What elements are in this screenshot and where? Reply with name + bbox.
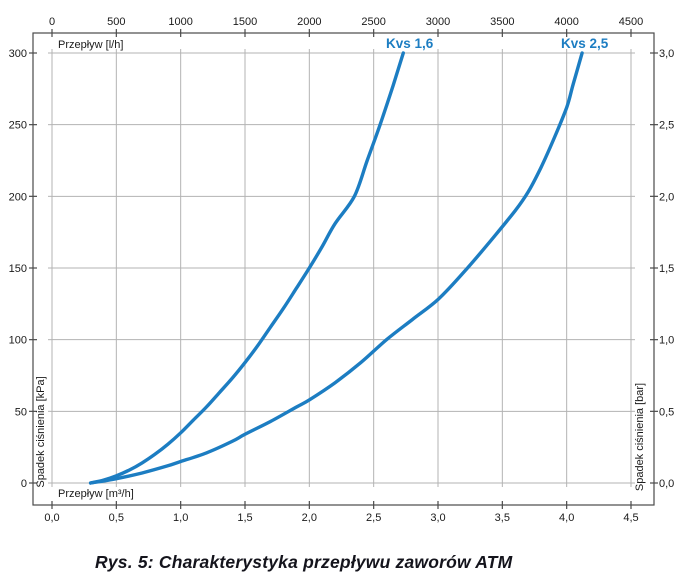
tick-label-top: 2500 — [361, 16, 385, 28]
tick-label-left: 150 — [9, 263, 27, 275]
tick-label-bottom: 0,5 — [109, 512, 124, 524]
figure-caption: Rys. 5: Charakterystyka przepływu zaworó… — [95, 552, 513, 572]
tick-label-left: 200 — [9, 191, 27, 203]
tick-label-bottom: 2,0 — [302, 512, 317, 524]
tick-label-left: 300 — [9, 48, 27, 60]
curve-kvs-2-5 — [88, 51, 584, 485]
tick-label-top: 1500 — [233, 16, 257, 28]
tick-label-left: 0 — [21, 478, 27, 490]
tick-label-left: 50 — [15, 406, 27, 418]
tick-label-bottom: 0,0 — [44, 512, 59, 524]
axis-title-pressure-kpa: Spadek ciśnienia [kPa] — [35, 376, 47, 487]
chart-frame — [32, 32, 655, 506]
tick-label-bottom: 3,0 — [430, 512, 445, 524]
axis-title-flow-lh: Przepływ [l/h] — [58, 39, 123, 51]
tick-label-right: 3,0 — [659, 48, 674, 60]
curve-kvs-2-5-label: Kvs 2,5 — [561, 36, 609, 51]
tick-label-bottom: 2,5 — [366, 512, 381, 524]
tick-label-left: 100 — [9, 335, 27, 347]
axis-title-pressure-bar: Spadek ciśnienia [bar] — [634, 383, 646, 491]
axis-title-flow-m3h: Przepływ [m³/h] — [58, 488, 134, 500]
tick-label-top: 2000 — [297, 16, 321, 28]
tick-label-top: 4500 — [619, 16, 643, 28]
tick-label-bottom: 1,0 — [173, 512, 188, 524]
tick-label-right: 0,5 — [659, 406, 674, 418]
tick-label-right: 2,0 — [659, 191, 674, 203]
curve-kvs-1-6-label: Kvs 1,6 — [386, 36, 434, 51]
tick-label-top: 3000 — [426, 16, 450, 28]
tick-label-top: 500 — [107, 16, 125, 28]
tick-label-right: 0,0 — [659, 478, 674, 490]
tick-label-bottom: 3,5 — [495, 512, 510, 524]
curve-kvs-1-6 — [88, 51, 405, 485]
tick-label-left: 250 — [9, 120, 27, 132]
tick-label-bottom: 1,5 — [237, 512, 252, 524]
tick-label-right: 1,5 — [659, 263, 674, 275]
tick-label-right: 2,5 — [659, 120, 674, 132]
tick-label-top: 4000 — [554, 16, 578, 28]
tick-label-right: 1,0 — [659, 335, 674, 347]
tick-label-top: 3500 — [490, 16, 514, 28]
tick-label-bottom: 4,5 — [623, 512, 638, 524]
tick-label-bottom: 4,0 — [559, 512, 574, 524]
tick-label-top: 0 — [49, 16, 55, 28]
tick-label-top: 1000 — [168, 16, 192, 28]
